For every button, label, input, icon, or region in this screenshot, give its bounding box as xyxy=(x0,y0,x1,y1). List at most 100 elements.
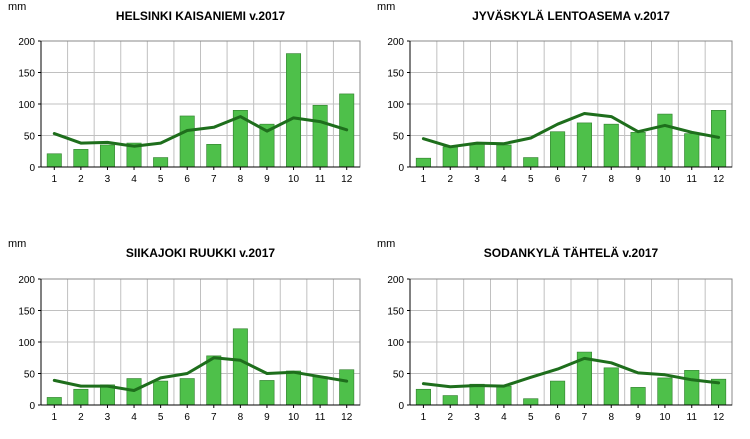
y-tick-label: 200 xyxy=(387,37,404,48)
bar-month-11 xyxy=(684,133,700,168)
x-tick-label: 4 xyxy=(131,412,137,423)
line-point-month-11 xyxy=(318,375,322,378)
line-point-month-7 xyxy=(583,112,586,115)
bar-month-5 xyxy=(153,157,169,168)
bar-month-6 xyxy=(179,115,195,168)
line-point-month-10 xyxy=(663,373,667,376)
x-tick-label: 12 xyxy=(713,174,725,185)
y-tick-label: 100 xyxy=(18,100,35,111)
line-point-month-4 xyxy=(132,389,136,392)
bar-month-3 xyxy=(99,144,115,168)
x-tick-label: 5 xyxy=(158,412,164,423)
x-tick-label: 1 xyxy=(52,412,58,423)
line-point-month-11 xyxy=(318,120,322,123)
bar-month-7 xyxy=(206,144,222,168)
line-point-month-5 xyxy=(159,376,162,380)
x-tick-label: 8 xyxy=(608,412,614,423)
x-tick-label: 10 xyxy=(288,174,300,185)
x-tick-label: 11 xyxy=(687,174,698,185)
bar-month-8 xyxy=(603,367,619,406)
x-tick-label: 2 xyxy=(78,174,84,185)
line-point-month-1 xyxy=(422,382,425,385)
bar-month-6 xyxy=(550,380,566,406)
average-line xyxy=(421,356,721,389)
line-point-month-12 xyxy=(345,379,348,383)
line-point-month-4 xyxy=(502,384,506,388)
y-axis-unit-label: mm xyxy=(377,1,395,13)
x-tick-label: 9 xyxy=(264,412,270,423)
line-point-month-10 xyxy=(663,124,667,127)
bar-month-2 xyxy=(73,149,89,168)
x-tick-label: 3 xyxy=(474,174,480,185)
bar-month-6 xyxy=(550,131,566,168)
x-tick-label: 6 xyxy=(184,412,190,423)
y-axis-unit-label: mm xyxy=(8,238,26,250)
y-tick-label: 50 xyxy=(393,132,405,143)
bar-month-9 xyxy=(259,380,275,406)
line-point-month-11 xyxy=(690,378,693,381)
line-point-month-7 xyxy=(212,126,215,129)
bar-month-11 xyxy=(312,376,328,406)
x-tick-label: 10 xyxy=(659,174,671,185)
line-point-month-6 xyxy=(186,129,189,132)
y-tick-label: 150 xyxy=(387,307,404,318)
x-tick-label: 6 xyxy=(555,412,561,423)
bar-month-3 xyxy=(469,383,485,406)
bar-month-11 xyxy=(684,370,700,406)
bar-month-2 xyxy=(442,146,458,168)
bar-month-2 xyxy=(442,395,458,406)
x-tick-label: 11 xyxy=(687,412,698,423)
line-point-month-4 xyxy=(132,145,136,148)
x-tick-label: 6 xyxy=(555,174,561,185)
y-tick-label: 100 xyxy=(387,100,404,111)
bar-month-9 xyxy=(630,387,646,406)
chart-svg: HELSINKI KAISANIEMI v.2017 mm 0 50 100 150 200… xyxy=(8,1,361,185)
line-point-month-7 xyxy=(212,356,215,359)
line-point-month-11 xyxy=(690,131,693,134)
line-point-month-9 xyxy=(265,372,269,375)
x-tick-label: 7 xyxy=(582,412,588,423)
y-tick-label: 150 xyxy=(18,69,35,80)
average-line xyxy=(52,356,349,392)
line-point-month-5 xyxy=(529,136,532,140)
x-tick-label: 2 xyxy=(447,412,453,423)
x-tick-label: 10 xyxy=(659,412,671,423)
line-point-month-5 xyxy=(159,141,162,145)
line-point-month-2 xyxy=(79,384,83,388)
line-point-month-9 xyxy=(265,129,269,133)
line-point-month-12 xyxy=(717,136,720,139)
chart-helsinki: HELSINKI KAISANIEMI v.2017 mm 0 50 100 150 200… xyxy=(0,0,375,217)
line-point-month-1 xyxy=(53,379,56,382)
line-point-month-4 xyxy=(502,142,506,145)
y-tick-label: 0 xyxy=(398,401,404,412)
x-tick-label: 2 xyxy=(447,174,453,185)
bar-month-9 xyxy=(630,132,646,168)
x-tick-label: 4 xyxy=(501,174,507,185)
bar-month-10 xyxy=(286,370,302,406)
line-point-month-3 xyxy=(475,141,479,145)
y-tick-label: 50 xyxy=(24,370,36,381)
line-point-month-6 xyxy=(556,122,559,126)
y-axis-unit-label: mm xyxy=(8,1,26,13)
x-tick-label: 4 xyxy=(131,174,137,185)
x-tick-label: 4 xyxy=(501,412,507,423)
bar-month-4 xyxy=(496,385,512,406)
x-tick-label: 10 xyxy=(288,412,300,423)
line-point-month-8 xyxy=(610,115,613,118)
bar-month-5 xyxy=(153,380,169,406)
line-point-month-8 xyxy=(239,115,242,118)
line-point-month-9 xyxy=(636,371,640,375)
bar-month-10 xyxy=(286,53,302,168)
bar-month-1 xyxy=(415,388,431,406)
line-point-month-1 xyxy=(422,137,425,140)
y-tick-label: 150 xyxy=(18,307,35,318)
x-tick-label: 6 xyxy=(184,174,190,185)
y-tick-label: 0 xyxy=(29,401,35,412)
bar-month-1 xyxy=(46,397,62,406)
x-tick-label: 7 xyxy=(211,412,217,423)
y-tick-label: 100 xyxy=(18,338,35,349)
x-tick-label: 3 xyxy=(105,174,111,185)
x-tick-label: 5 xyxy=(528,412,534,423)
